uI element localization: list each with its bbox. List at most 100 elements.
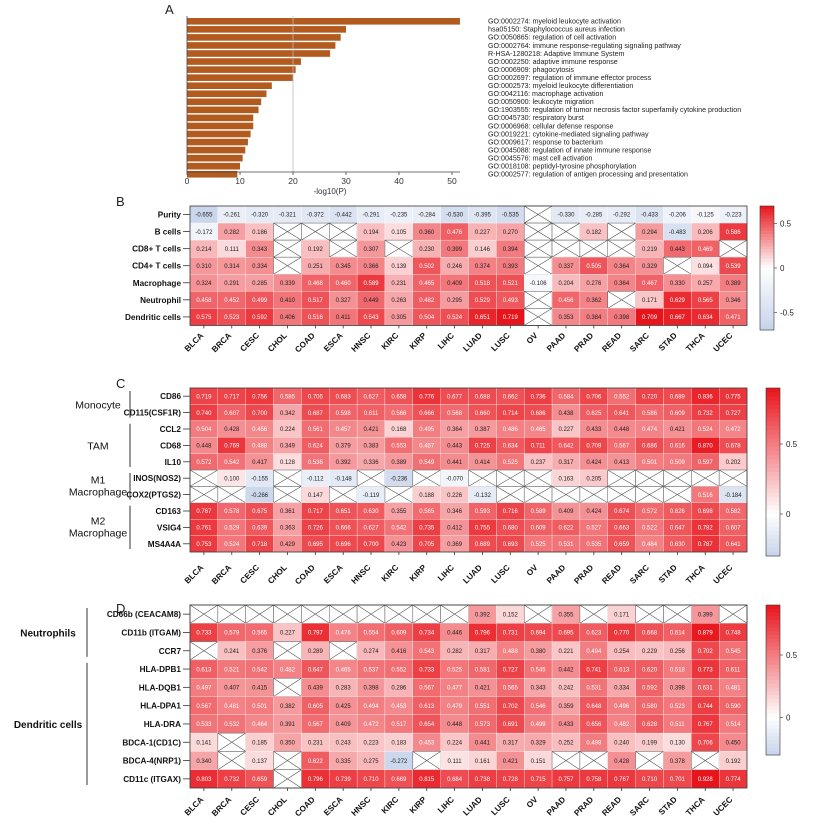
cell-value-d-2-19: 0.545 — [726, 649, 742, 655]
cell-value-d-1-3: 0.227 — [280, 631, 296, 637]
cell-value-c-7-16: 0.572 — [642, 509, 658, 515]
cell-value-d-4-9: 0.477 — [447, 686, 463, 692]
col-label-d-18: THCA — [684, 795, 707, 818]
cross-line-b-2-15-b — [607, 239, 636, 258]
cell-value-c-8-10: 0.755 — [475, 526, 491, 532]
colorbar-step-d-24 — [766, 695, 780, 700]
cell-value-d-7-4: 0.231 — [308, 740, 324, 746]
cell-value-d-8-10: 0.161 — [475, 759, 491, 765]
cell-value-d-7-3: 0.350 — [280, 740, 296, 746]
colorbar-step-b-5 — [760, 221, 774, 226]
cell-value-c-0-7: 0.658 — [391, 394, 407, 400]
cell-value-c-1-6: 0.611 — [364, 411, 379, 417]
cross-line-d-0-12-b — [524, 604, 553, 624]
cell-value-c-4-1: 0.542 — [224, 460, 240, 466]
cell-value-c-0-9: 0.677 — [447, 394, 463, 400]
cell-value-c-0-4: 0.705 — [308, 394, 324, 400]
colorbar-step-b-22 — [760, 274, 774, 278]
cell-value-d-1-19: 0.748 — [726, 631, 742, 637]
cell-value-c-3-3: 0.349 — [280, 444, 296, 450]
col-label-c-11: LUSC — [490, 563, 512, 585]
cell-value-c-0-0: 0.719 — [196, 394, 212, 400]
go-bar-0 — [187, 18, 460, 25]
colorbar-step-c-26 — [766, 497, 780, 502]
cell-value-b-2-4: 0.192 — [308, 247, 324, 253]
cell-value-b-6-14: 0.384 — [586, 315, 602, 321]
cell-value-c-8-13: 0.622 — [558, 526, 574, 532]
colorbar-tick-label-d-0: 0.5 — [786, 651, 798, 660]
cell-value-d-4-11: 0.565 — [503, 686, 519, 692]
col-label-d-13: PAAD — [545, 795, 567, 817]
colorbar-step-c-22 — [766, 480, 780, 486]
cell-value-d-2-9: 0.282 — [447, 649, 463, 655]
cross-line-d-8-14-b — [579, 751, 608, 770]
cross-line-c-5-16-b — [635, 469, 664, 487]
cell-value-d-2-7: 0.416 — [391, 649, 407, 655]
cross-line-d-0-6-b — [356, 604, 386, 624]
col-label-d-10: LUAD — [461, 795, 484, 818]
cell-value-b-4-18: 0.257 — [698, 281, 714, 287]
cell-value-d-8-11: 0.421 — [503, 759, 519, 765]
cell-value-c-1-3: 0.342 — [280, 411, 296, 417]
bar-x-tick-label-10: 10 — [235, 176, 245, 186]
go-term-label-0: GO:0002274: myeloid leukocyte activation — [488, 18, 621, 26]
cell-value-d-3-8: 0.733 — [419, 667, 435, 673]
cell-value-d-2-16: 0.229 — [642, 649, 658, 655]
cell-value-b-2-8: 0.230 — [419, 247, 435, 253]
cell-value-b-2-16: 0.219 — [642, 247, 658, 253]
colorbar-step-c-14 — [766, 446, 780, 452]
cell-value-c-7-18: 0.698 — [698, 509, 714, 515]
cell-value-c-7-17: 0.626 — [670, 509, 686, 515]
colorbar-step-c-39 — [766, 551, 780, 557]
colorbar-step-d-5 — [766, 623, 780, 628]
go-bar-5 — [187, 58, 301, 65]
cell-value-d-7-16: 0.199 — [642, 740, 658, 746]
cross-line-d-0-16-b — [635, 604, 664, 624]
cell-value-c-2-17: 0.421 — [670, 427, 686, 433]
cell-value-c-8-17: 0.647 — [670, 526, 686, 532]
cell-value-d-0-11: 0.152 — [503, 612, 519, 618]
colorbar-step-c-10 — [766, 430, 780, 435]
cell-value-b-0-3: -0.321 — [279, 213, 297, 219]
cell-value-d-4-7: 0.286 — [391, 686, 407, 692]
cross-line-c-6-1-b — [217, 486, 246, 504]
colorbar-step-c-8 — [766, 421, 780, 427]
cell-value-b-2-1: 0.111 — [225, 247, 240, 253]
cell-value-c-8-6: 0.627 — [364, 526, 380, 532]
colorbar-step-c-24 — [766, 488, 780, 494]
cell-value-d-1-11: 0.731 — [503, 631, 519, 637]
go-term-label-16: GO:0045088: regulation of innate immune … — [488, 146, 651, 154]
cell-value-b-6-19: 0.471 — [726, 315, 742, 321]
col-label-d-3: CHOL — [266, 795, 289, 818]
cross-line-d-4-3-b — [273, 677, 302, 697]
cross-line-b-2-5-b — [329, 239, 358, 258]
cell-value-b-2-18: 0.469 — [698, 247, 714, 253]
cell-value-c-1-13: 0.438 — [558, 411, 574, 417]
col-label-c-14: PRAD — [572, 563, 595, 586]
cell-value-c-4-11: 0.525 — [503, 460, 519, 466]
go-term-label-5: GO:0002250: adaptive immune response — [488, 58, 618, 66]
cell-value-c-2-15: 0.448 — [614, 427, 630, 433]
colorbar-step-c-34 — [766, 530, 780, 536]
colorbar-step-b-32 — [760, 305, 774, 309]
colorbar-step-c-6 — [766, 413, 780, 418]
colorbar-step-c-31 — [766, 518, 780, 523]
cell-value-d-3-16: 0.620 — [642, 667, 658, 673]
cell-value-b-5-0: 0.458 — [196, 298, 212, 304]
cell-value-b-2-17: 0.443 — [670, 247, 686, 253]
colorbar-step-b-4 — [760, 218, 774, 222]
cell-value-d-4-14: 0.531 — [586, 686, 602, 692]
cell-value-c-9-1: 0.524 — [224, 542, 240, 548]
cell-value-d-8-19: 0.192 — [726, 759, 742, 765]
cell-value-c-8-11: 0.680 — [503, 526, 519, 532]
col-label-c-8: KIRP — [408, 563, 429, 584]
row-label-b-6: Dendritic cells — [125, 313, 181, 322]
col-label-c-19: UCEC — [712, 563, 735, 586]
cell-value-b-3-15: 0.364 — [614, 264, 630, 270]
colorbar-step-d-1 — [766, 608, 780, 613]
cell-value-d-7-13: 0.252 — [558, 740, 574, 746]
cell-value-b-5-16: 0.171 — [642, 298, 658, 304]
cell-value-c-7-13: 0.409 — [558, 509, 574, 515]
cross-line-d-9-3-b — [273, 769, 302, 789]
cell-value-b-0-0: -0.655 — [195, 213, 213, 219]
